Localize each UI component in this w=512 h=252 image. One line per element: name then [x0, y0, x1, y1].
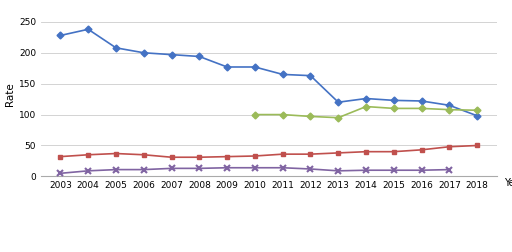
Cities Homicide: [252, 166, 258, 169]
Sexual Violance: [57, 155, 63, 158]
Sexual Violance: [446, 145, 453, 148]
Cities Homicide: [57, 172, 63, 175]
Cities Homicide: [224, 166, 230, 169]
Serious Assault: [224, 66, 230, 69]
Line: Cities Homicide: Cities Homicide: [57, 165, 453, 176]
Cities Homicide: [196, 167, 202, 170]
Cities Homicide: [113, 168, 119, 171]
Line: Serious Assault: Serious Assault: [58, 27, 480, 118]
Sexual Violance: [418, 148, 424, 151]
Cities Homicide: [168, 167, 175, 170]
Sexual Violance: [280, 153, 286, 156]
Legend: Serious Assault, Sexual Violance, Robbery, Cities Homicide: Serious Assault, Sexual Violance, Robber…: [68, 250, 433, 252]
Serious Assault: [391, 99, 397, 102]
Sexual Violance: [307, 153, 313, 156]
Sexual Violance: [363, 150, 369, 153]
Serious Assault: [196, 55, 202, 58]
Cities Homicide: [418, 169, 424, 172]
Robbery: [418, 107, 424, 110]
Sexual Violance: [391, 150, 397, 153]
Line: Robbery: Robbery: [252, 104, 480, 120]
Cities Homicide: [446, 168, 453, 171]
Cities Homicide: [363, 169, 369, 172]
Sexual Violance: [335, 151, 342, 154]
Serious Assault: [168, 53, 175, 56]
Serious Assault: [418, 100, 424, 103]
Serious Assault: [85, 28, 91, 31]
Robbery: [307, 115, 313, 118]
Line: Sexual Violance: Sexual Violance: [58, 143, 480, 160]
Sexual Violance: [196, 156, 202, 159]
Sexual Violance: [113, 152, 119, 155]
Cities Homicide: [280, 166, 286, 169]
Y-axis label: Rate: Rate: [5, 83, 15, 106]
Sexual Violance: [85, 153, 91, 156]
Sexual Violance: [141, 153, 147, 156]
Serious Assault: [57, 34, 63, 37]
Serious Assault: [280, 73, 286, 76]
Sexual Violance: [224, 155, 230, 158]
Robbery: [391, 107, 397, 110]
Cities Homicide: [391, 169, 397, 172]
Serious Assault: [307, 74, 313, 77]
Robbery: [335, 116, 342, 119]
Cities Homicide: [335, 169, 342, 172]
Sexual Violance: [252, 154, 258, 158]
Serious Assault: [252, 66, 258, 69]
Cities Homicide: [307, 168, 313, 171]
Sexual Violance: [474, 144, 480, 147]
Serious Assault: [335, 101, 342, 104]
Serious Assault: [141, 51, 147, 54]
Robbery: [474, 109, 480, 112]
Robbery: [363, 105, 369, 108]
Serious Assault: [363, 97, 369, 100]
Robbery: [446, 108, 453, 111]
Robbery: [280, 113, 286, 116]
Serious Assault: [113, 46, 119, 49]
Serious Assault: [474, 114, 480, 117]
Sexual Violance: [168, 156, 175, 159]
Serious Assault: [446, 104, 453, 107]
Cities Homicide: [85, 169, 91, 172]
Text: Year: Year: [504, 178, 512, 188]
Cities Homicide: [141, 168, 147, 171]
Robbery: [252, 113, 258, 116]
